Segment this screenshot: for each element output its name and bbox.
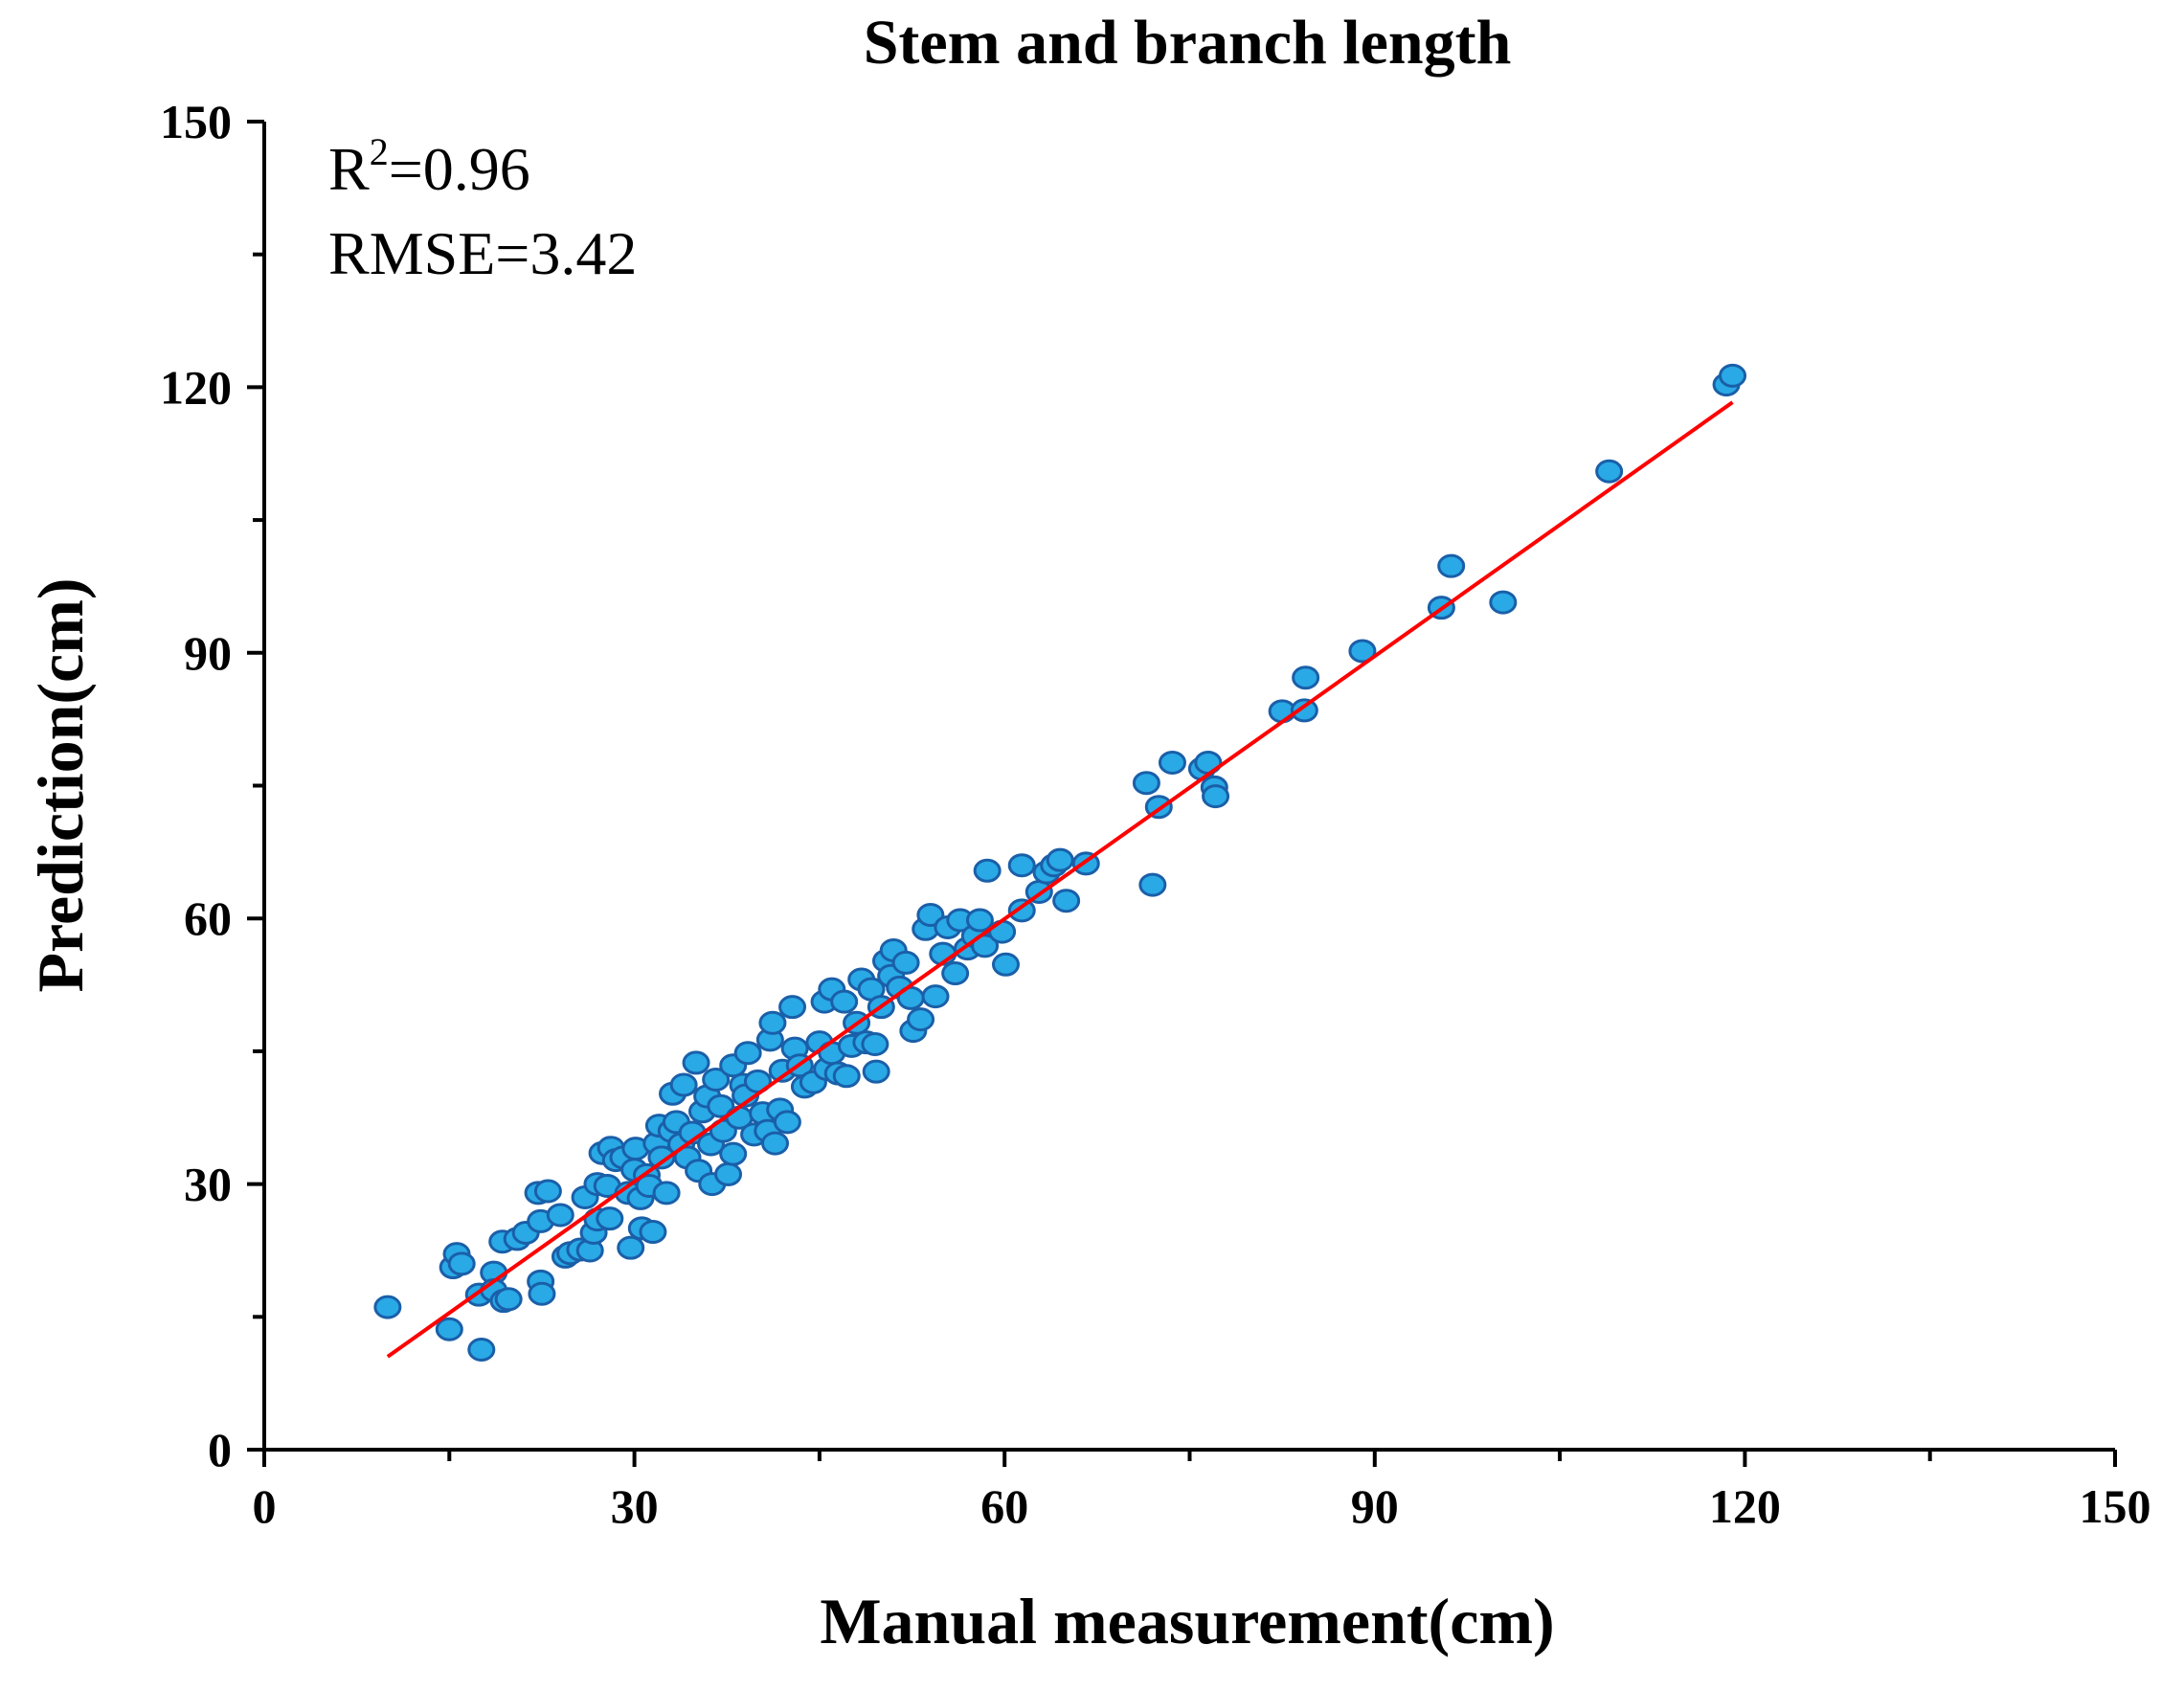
data-point (973, 858, 1002, 883)
data-point (596, 1206, 624, 1231)
data-point (1595, 459, 1624, 484)
data-point (1719, 363, 1747, 388)
data-point (1292, 665, 1320, 690)
data-point (546, 1203, 574, 1228)
data-point (761, 1131, 790, 1156)
data-point (1489, 590, 1518, 615)
data-point (719, 1141, 748, 1166)
axis-tick-labels: 0 30 60 90 120 150 0 30 60 90 120 150 (160, 95, 2151, 1533)
data-point (1007, 853, 1036, 878)
rmse-annotation: RMSE=3.42 (328, 219, 637, 287)
x-tick-label: 30 (611, 1479, 659, 1533)
data-point (832, 1064, 861, 1089)
data-point (1138, 872, 1167, 897)
data-point (1158, 750, 1186, 775)
x-tick-label: 0 (253, 1479, 277, 1533)
y-tick-label: 0 (208, 1423, 232, 1476)
chart-title: Stem and branch length (864, 8, 1512, 78)
data-point (528, 1281, 556, 1306)
data-point (494, 1287, 523, 1312)
y-tick-label: 30 (184, 1158, 232, 1211)
data-point (988, 919, 1017, 944)
data-point (1052, 889, 1081, 913)
data-point (1007, 898, 1036, 923)
data-point (682, 1050, 710, 1075)
y-tick-label: 150 (160, 95, 232, 148)
data-point (921, 984, 950, 1009)
r2-superscript: 2 (370, 130, 389, 173)
y-tick-label: 90 (184, 626, 232, 680)
x-tick-label: 120 (1709, 1479, 1781, 1533)
data-point (830, 989, 859, 1014)
data-point (733, 1041, 762, 1066)
data-point (941, 961, 970, 986)
data-point (773, 1110, 801, 1135)
y-tick-label: 120 (160, 360, 232, 414)
axis-ticks (247, 120, 2117, 1467)
data-point (435, 1317, 463, 1341)
y-axis-label: Prediction(cm) (24, 577, 97, 992)
data-point (714, 1161, 743, 1186)
data-point (965, 908, 994, 933)
r2-prefix: R (328, 135, 370, 203)
r2-value: =0.96 (389, 135, 530, 203)
data-point (533, 1179, 562, 1204)
data-point (862, 1059, 890, 1084)
regression-line (386, 400, 1734, 1359)
data-point (447, 1251, 476, 1276)
data-point (907, 1007, 935, 1032)
x-tick-label: 90 (1351, 1479, 1399, 1533)
data-point (1290, 698, 1318, 723)
x-tick-label: 150 (2080, 1479, 2151, 1533)
data-point (467, 1338, 496, 1363)
data-point (707, 1093, 735, 1118)
r-squared-annotation: R2=0.96 (328, 130, 530, 203)
x-tick-label: 60 (980, 1479, 1028, 1533)
data-point (758, 1010, 787, 1035)
data-point (971, 934, 1000, 958)
data-points (373, 363, 1747, 1363)
data-point (1202, 784, 1230, 809)
data-point (861, 1032, 889, 1057)
data-point (778, 995, 807, 1020)
data-point (669, 1072, 698, 1097)
y-tick-label: 60 (184, 891, 232, 945)
data-point (702, 1067, 731, 1092)
data-point (991, 952, 1020, 977)
data-point (1437, 553, 1466, 578)
data-point (617, 1235, 645, 1260)
data-point (1348, 639, 1377, 664)
data-point (373, 1295, 402, 1319)
data-point (1132, 771, 1160, 796)
data-point (891, 950, 920, 975)
data-point (1046, 847, 1074, 872)
data-point (652, 1181, 681, 1206)
x-axis-label: Manual measurement(cm) (820, 1585, 1554, 1657)
data-point (639, 1220, 667, 1245)
